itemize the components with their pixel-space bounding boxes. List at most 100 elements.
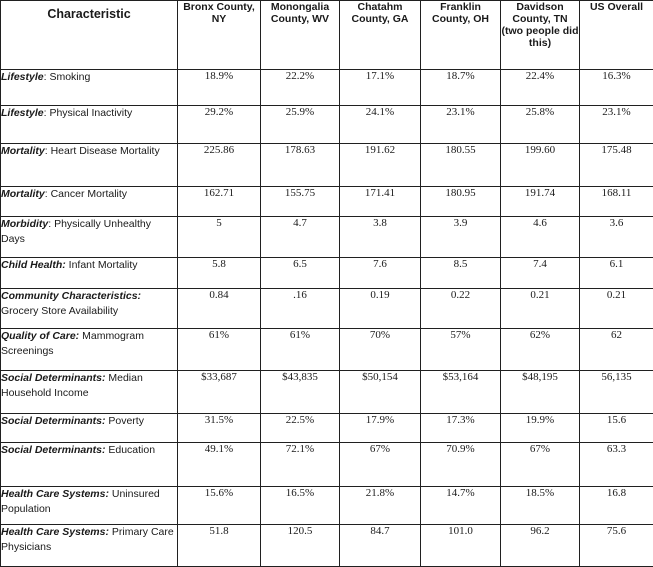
value-cell: 96.2: [501, 525, 580, 567]
row-category: Mortality: [1, 145, 45, 157]
value-cell: 18.9%: [178, 70, 261, 106]
row-measure: : Smoking: [44, 71, 91, 83]
value-cell: 16.5%: [261, 487, 340, 525]
value-cell: 171.41: [340, 187, 421, 217]
row-label: Community Characteristics: Grocery Store…: [1, 289, 178, 329]
value-cell: 67%: [501, 443, 580, 487]
row-label: Mortality: Cancer Mortality: [1, 187, 178, 217]
value-cell: 17.3%: [421, 414, 501, 443]
row-category: Quality of Care:: [1, 330, 79, 342]
value-cell: 225.86: [178, 144, 261, 187]
row-measure: : Cancer Mortality: [45, 188, 127, 200]
row-category: Social Determinants:: [1, 415, 105, 427]
value-cell: 16.8: [580, 487, 653, 525]
value-cell: 15.6: [580, 414, 653, 443]
value-cell: 70.9%: [421, 443, 501, 487]
value-cell: 70%: [340, 329, 421, 371]
row-category: Health Care Systems:: [1, 526, 109, 538]
value-cell: $50,154: [340, 371, 421, 414]
table-row: Social Determinants: Median Household In…: [1, 371, 653, 414]
value-cell: 24.1%: [340, 106, 421, 144]
row-category: Health Care Systems:: [1, 488, 109, 500]
value-cell: 7.6: [340, 258, 421, 289]
row-measure: : Heart Disease Mortality: [45, 145, 160, 157]
value-cell: 15.6%: [178, 487, 261, 525]
value-cell: 67%: [340, 443, 421, 487]
value-cell: $33,687: [178, 371, 261, 414]
row-label: Health Care Systems: Primary Care Physic…: [1, 525, 178, 567]
value-cell: 31.5%: [178, 414, 261, 443]
value-cell: 75.6: [580, 525, 653, 567]
row-measure: Grocery Store Availability: [1, 305, 118, 317]
row-label: Child Health: Infant Mortality: [1, 258, 178, 289]
value-cell: 162.71: [178, 187, 261, 217]
value-cell: 0.84: [178, 289, 261, 329]
value-cell: 4.6: [501, 217, 580, 258]
value-cell: 199.60: [501, 144, 580, 187]
value-cell: .16: [261, 289, 340, 329]
row-category: Social Determinants:: [1, 372, 105, 384]
value-cell: 22.5%: [261, 414, 340, 443]
value-cell: 16.3%: [580, 70, 653, 106]
value-cell: 19.9%: [501, 414, 580, 443]
value-cell: 17.9%: [340, 414, 421, 443]
value-cell: 61%: [261, 329, 340, 371]
value-cell: 25.9%: [261, 106, 340, 144]
value-cell: 56,135: [580, 371, 653, 414]
row-label: Quality of Care: Mammogram Screenings: [1, 329, 178, 371]
value-cell: 168.11: [580, 187, 653, 217]
header-bronx: Bronx County, NY: [178, 1, 261, 70]
value-cell: 61%: [178, 329, 261, 371]
value-cell: 29.2%: [178, 106, 261, 144]
value-cell: 57%: [421, 329, 501, 371]
value-cell: $48,195: [501, 371, 580, 414]
row-category: Child Health:: [1, 259, 66, 271]
row-label: Social Determinants: Education: [1, 443, 178, 487]
value-cell: $43,835: [261, 371, 340, 414]
row-label: Lifestyle: Smoking: [1, 70, 178, 106]
value-cell: 120.5: [261, 525, 340, 567]
value-cell: 22.2%: [261, 70, 340, 106]
table-row: Community Characteristics: Grocery Store…: [1, 289, 653, 329]
value-cell: 5: [178, 217, 261, 258]
header-us-overall: US Overall: [580, 1, 653, 70]
row-category: Lifestyle: [1, 107, 44, 119]
value-cell: 0.21: [580, 289, 653, 329]
value-cell: 72.1%: [261, 443, 340, 487]
value-cell: 23.1%: [580, 106, 653, 144]
row-label: Social Determinants: Median Household In…: [1, 371, 178, 414]
value-cell: 62: [580, 329, 653, 371]
value-cell: 180.55: [421, 144, 501, 187]
value-cell: $53,164: [421, 371, 501, 414]
row-measure: Education: [105, 444, 155, 456]
row-label: Mortality: Heart Disease Mortality: [1, 144, 178, 187]
row-category: Social Determinants:: [1, 444, 105, 456]
value-cell: 180.95: [421, 187, 501, 217]
value-cell: 23.1%: [421, 106, 501, 144]
value-cell: 3.8: [340, 217, 421, 258]
value-cell: 155.75: [261, 187, 340, 217]
header-monongalia: Monongalia County, WV: [261, 1, 340, 70]
value-cell: 6.1: [580, 258, 653, 289]
value-cell: 4.7: [261, 217, 340, 258]
value-cell: 175.48: [580, 144, 653, 187]
row-category: Morbidity: [1, 218, 48, 230]
header-chatahm: Chatahm County, GA: [340, 1, 421, 70]
row-label: Morbidity: Physically Unhealthy Days: [1, 217, 178, 258]
value-cell: 6.5: [261, 258, 340, 289]
table-row: Health Care Systems: Primary Care Physic…: [1, 525, 653, 567]
value-cell: 49.1%: [178, 443, 261, 487]
value-cell: 8.5: [421, 258, 501, 289]
value-cell: 84.7: [340, 525, 421, 567]
value-cell: 191.62: [340, 144, 421, 187]
row-measure: : Physical Inactivity: [44, 107, 133, 119]
